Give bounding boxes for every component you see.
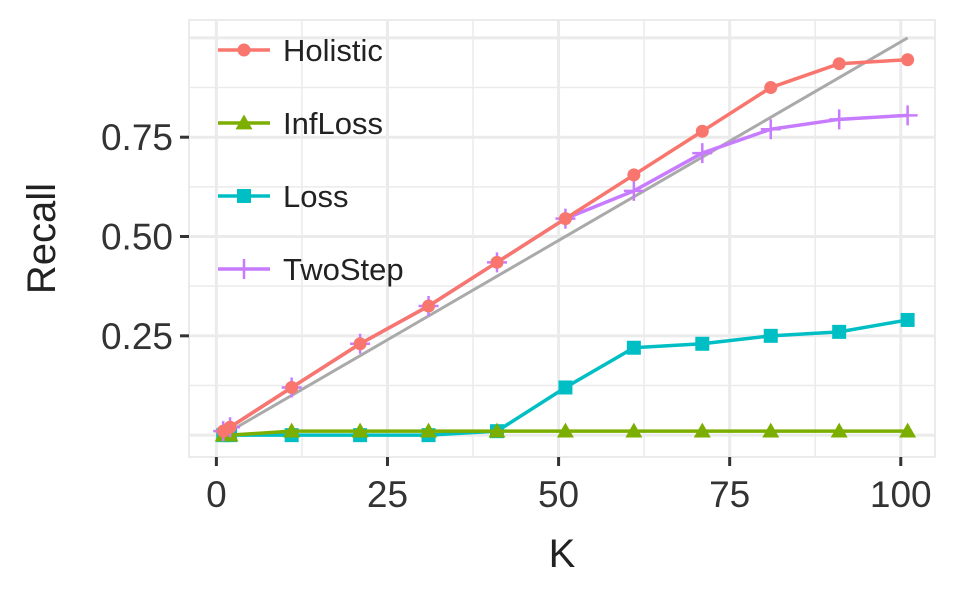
legend-key-marker xyxy=(234,259,254,279)
data-point-twostep xyxy=(897,105,918,126)
x-tick-label: 100 xyxy=(870,474,932,515)
reference-line-layer xyxy=(222,36,909,437)
y-tick-label: 0.25 xyxy=(101,316,173,357)
legend-item-twostep: TwoStep xyxy=(218,252,404,287)
data-point-infloss xyxy=(351,422,369,438)
data-point-infloss xyxy=(488,422,506,438)
data-point-infloss xyxy=(625,422,643,438)
legend-label: Loss xyxy=(283,179,348,214)
data-point-holistic xyxy=(695,124,709,138)
data-point-twostep xyxy=(829,109,850,130)
legend-item-infloss: InfLoss xyxy=(218,106,383,141)
series-layer xyxy=(213,53,918,443)
x-tick-label: 50 xyxy=(538,474,579,515)
data-point-holistic xyxy=(223,420,237,434)
legend-item-holistic: Holistic xyxy=(218,33,383,68)
data-point-loss xyxy=(626,340,641,355)
data-point-twostep xyxy=(760,119,781,140)
y-axis-tick-labels: 0.25 0.50 0.75 xyxy=(101,117,173,357)
data-point-holistic xyxy=(558,212,572,226)
data-point-infloss xyxy=(762,422,780,438)
data-point-infloss xyxy=(830,422,848,438)
reference-diagonal-line xyxy=(222,36,909,437)
series-holistic xyxy=(216,53,915,438)
series-line-infloss xyxy=(223,429,908,437)
legend-label: Holistic xyxy=(283,33,383,68)
data-point-holistic xyxy=(490,255,504,269)
data-point-infloss xyxy=(556,422,574,438)
data-point-holistic xyxy=(353,337,367,351)
y-tick-label: 0.75 xyxy=(101,117,173,158)
data-point-loss xyxy=(832,324,847,339)
legend-label: InfLoss xyxy=(283,106,383,141)
data-point-infloss xyxy=(283,422,301,438)
series-infloss xyxy=(214,422,917,442)
data-point-loss xyxy=(695,336,710,351)
data-point-loss xyxy=(763,328,778,343)
plot-panel-border xyxy=(188,19,936,458)
legend-label: TwoStep xyxy=(283,252,404,287)
legend-key-marker xyxy=(237,189,251,203)
data-point-loss xyxy=(558,380,573,395)
data-point-twostep xyxy=(623,180,644,201)
legend-item-loss: Loss xyxy=(218,179,348,214)
legend-key-marker xyxy=(237,43,251,57)
x-axis-tick-labels: 0 25 50 75 100 xyxy=(206,474,932,515)
data-point-holistic xyxy=(901,53,915,67)
legend: Holistic InfLoss Loss TwoStep xyxy=(218,33,404,287)
y-axis-title: Recall xyxy=(20,183,64,294)
series-line-holistic xyxy=(222,57,908,433)
series-line-loss xyxy=(223,318,908,437)
x-axis-title: K xyxy=(549,532,576,576)
data-point-loss xyxy=(900,312,915,327)
legend-key-marker xyxy=(235,114,253,130)
data-point-holistic xyxy=(422,299,436,313)
x-tick-label: 0 xyxy=(206,474,227,515)
x-tick-label: 75 xyxy=(709,474,750,515)
axis-ticks xyxy=(180,135,903,466)
data-point-holistic xyxy=(832,57,846,71)
data-point-infloss xyxy=(693,422,711,438)
data-point-infloss xyxy=(899,422,917,438)
data-point-twostep xyxy=(692,143,713,164)
data-point-holistic xyxy=(764,81,778,95)
y-tick-label: 0.50 xyxy=(101,217,173,258)
x-tick-label: 25 xyxy=(367,474,408,515)
data-point-infloss xyxy=(420,422,438,438)
data-point-holistic xyxy=(627,168,641,182)
data-point-holistic xyxy=(285,380,299,394)
